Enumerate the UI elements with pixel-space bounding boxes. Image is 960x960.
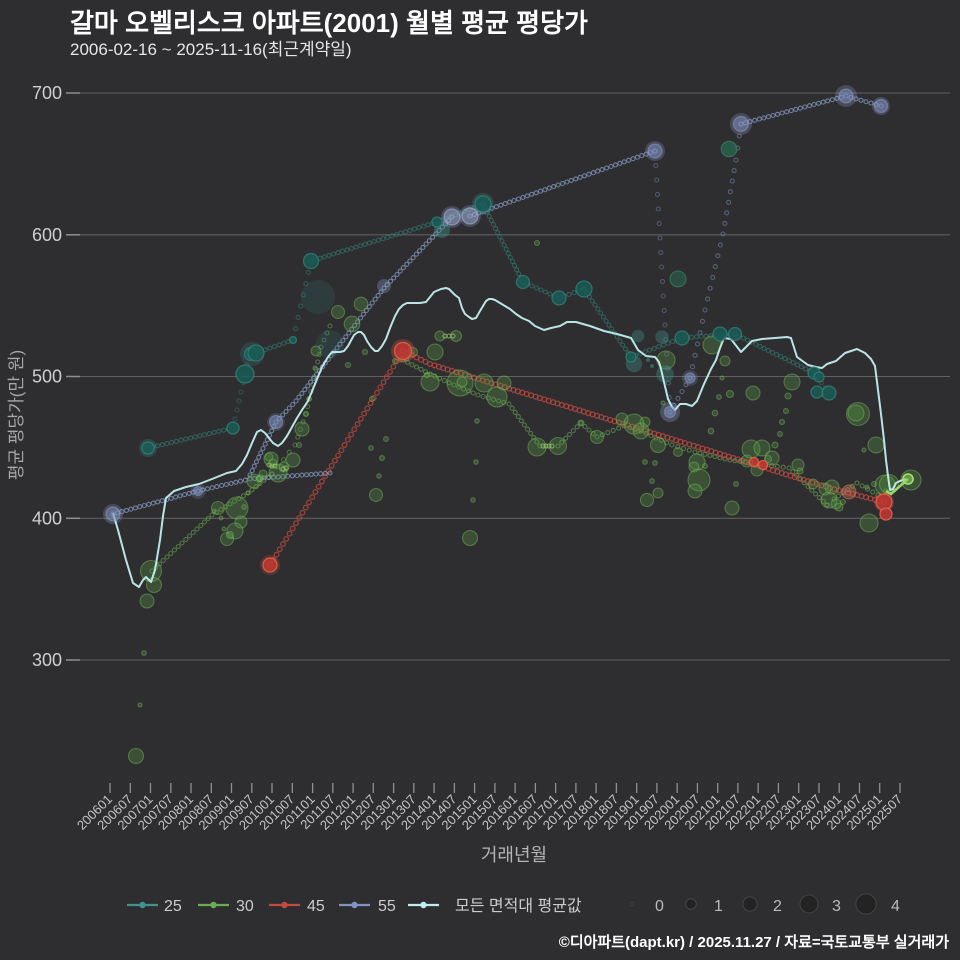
svg-text:25: 25 <box>164 898 182 915</box>
svg-text:갈마 오벨리스크 아파트(2001) 월별 평균 평당가: 갈마 오벨리스크 아파트(2001) 월별 평균 평당가 <box>70 8 588 38</box>
svg-text:300: 300 <box>32 650 62 670</box>
svg-text:거래년월: 거래년월 <box>481 845 547 865</box>
svg-text:0: 0 <box>655 898 664 915</box>
svg-text:3: 3 <box>832 898 841 915</box>
svg-text:1: 1 <box>714 898 723 915</box>
svg-text:4: 4 <box>891 898 900 915</box>
svg-text:2: 2 <box>773 898 782 915</box>
svg-text:400: 400 <box>32 508 62 528</box>
svg-text:2006-02-16 ~ 2025-11-16(최근계약일): 2006-02-16 ~ 2025-11-16(최근계약일) <box>70 40 352 59</box>
svg-text:모든 면적대 평균값: 모든 면적대 평균값 <box>455 897 582 915</box>
svg-text:600: 600 <box>32 225 62 245</box>
svg-text:55: 55 <box>378 898 396 915</box>
svg-text:45: 45 <box>307 898 325 915</box>
svg-text:700: 700 <box>32 83 62 103</box>
svg-text:500: 500 <box>32 367 62 387</box>
svg-text:30: 30 <box>236 898 254 915</box>
svg-text:평균 평당가(만 원): 평균 평당가(만 원) <box>7 350 26 480</box>
svg-text:©디아파트(dapt.kr) / 2025.11.27 /: ©디아파트(dapt.kr) / 2025.11.27 / 자료=국토교통부 실… <box>559 934 949 951</box>
